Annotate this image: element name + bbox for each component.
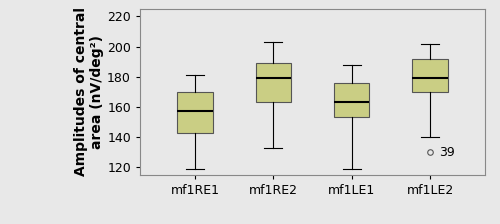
PathPatch shape: [412, 59, 448, 92]
PathPatch shape: [334, 83, 370, 117]
Text: 39: 39: [440, 146, 456, 159]
PathPatch shape: [256, 63, 291, 102]
Y-axis label: Amplitudes of central
area (nV/deg²): Amplitudes of central area (nV/deg²): [74, 7, 104, 176]
PathPatch shape: [177, 92, 212, 133]
